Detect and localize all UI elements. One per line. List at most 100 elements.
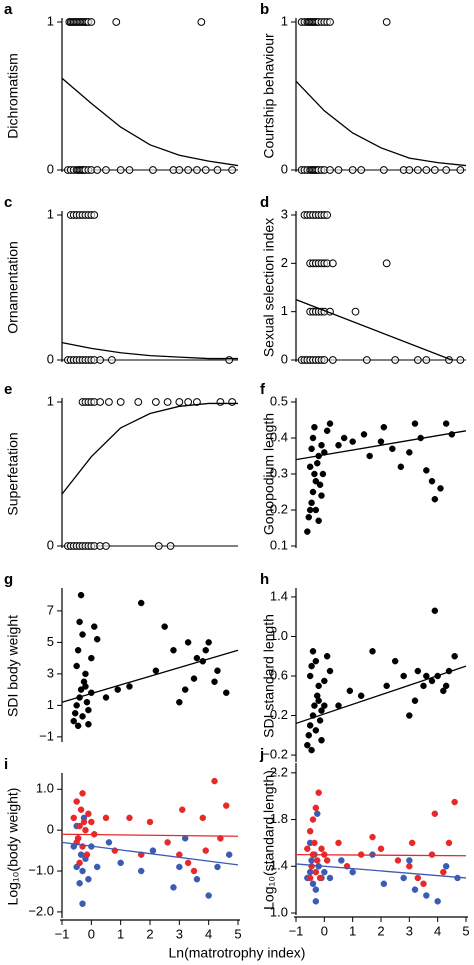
data-point (77, 591, 85, 599)
data-point (152, 667, 160, 674)
data-point (315, 697, 322, 704)
data-point (423, 467, 430, 474)
data-point (202, 647, 209, 654)
data-point (184, 639, 192, 646)
data-point (305, 513, 312, 521)
data-point (184, 398, 193, 406)
data-point (77, 806, 85, 813)
y-tick-label: 0.3 (270, 465, 288, 480)
data-point (321, 677, 328, 685)
data-point (319, 470, 327, 478)
data-point (349, 438, 356, 445)
x-tick-label: 4 (434, 923, 441, 938)
data-point (312, 898, 320, 905)
data-point (326, 166, 334, 174)
data-point (308, 662, 315, 670)
data-point (349, 868, 356, 876)
data-point (408, 839, 416, 847)
data-point (315, 789, 322, 796)
y-tick-label: −1.0 (28, 862, 54, 877)
data-point (348, 166, 357, 174)
y-axis-label: SDI standard length (261, 614, 277, 738)
panel-label: d (260, 194, 269, 211)
data-point (377, 845, 385, 853)
data-point (312, 868, 320, 876)
data-point (79, 790, 86, 797)
data-point (406, 857, 413, 864)
data-point (137, 867, 145, 875)
y-tick-label: 0.5 (270, 393, 288, 408)
data-point (193, 654, 201, 662)
data-point (323, 427, 331, 435)
data-point (431, 495, 439, 503)
data-point (193, 875, 201, 883)
data-point (76, 618, 83, 626)
data-point (437, 485, 444, 492)
x-tick-label: 5 (462, 923, 469, 938)
data-point (440, 687, 447, 695)
fit-line (295, 665, 467, 725)
data-point (411, 886, 419, 893)
panel-label: f (260, 381, 266, 398)
data-point (383, 682, 390, 690)
data-point (213, 166, 222, 174)
data-point (163, 398, 172, 406)
data-point (88, 818, 95, 826)
data-point (323, 211, 332, 219)
y-axis-label: Ornamentation (5, 241, 21, 334)
data-point (397, 463, 405, 471)
data-point (304, 528, 311, 535)
data-point (105, 839, 113, 846)
data-point (314, 857, 321, 864)
data-point (77, 686, 85, 693)
panel: b Courtship behaviour 0 1 (260, 1, 467, 176)
y-tick-label: −1 (39, 728, 54, 743)
data-point (351, 307, 360, 316)
data-point (164, 839, 171, 846)
data-point (306, 463, 314, 471)
data-point (326, 874, 334, 882)
x-tick-label: −1 (289, 923, 304, 938)
data-point (308, 499, 315, 507)
panel: e Superfetation 0 1 (4, 381, 238, 552)
data-point (74, 647, 82, 654)
data-point (107, 356, 116, 364)
data-point (211, 678, 218, 685)
y-tick-label: 1.4 (270, 858, 288, 873)
data-point (70, 814, 77, 822)
data-point (422, 356, 431, 364)
data-point (442, 420, 450, 427)
x-tick-label: 1 (117, 926, 124, 941)
data-point (112, 18, 121, 26)
data-point (451, 798, 458, 806)
data-point (76, 880, 83, 887)
panel-label: b (260, 1, 269, 18)
data-point (335, 839, 342, 847)
data-point (126, 814, 133, 822)
data-point (318, 441, 325, 449)
data-point (79, 900, 86, 907)
x-tick-label: 3 (176, 926, 183, 941)
data-point (314, 810, 321, 817)
data-point (400, 874, 407, 882)
data-point (413, 166, 422, 174)
data-point (93, 635, 101, 643)
data-point (400, 672, 407, 680)
y-axis-label: Log₁₀(body weight) (5, 788, 21, 906)
data-point (175, 166, 184, 174)
data-point (335, 441, 342, 449)
data-point (85, 721, 92, 728)
fit-line (295, 80, 467, 167)
data-point (321, 868, 328, 876)
data-point (306, 722, 314, 729)
y-tick-label: 0 (47, 822, 54, 837)
panel-label: a (4, 1, 13, 18)
data-point (326, 420, 334, 427)
data-point (369, 833, 376, 841)
data-point (456, 166, 465, 174)
data-point (87, 18, 96, 26)
data-point (420, 880, 427, 888)
data-point (91, 623, 98, 630)
fit-line (295, 853, 467, 857)
